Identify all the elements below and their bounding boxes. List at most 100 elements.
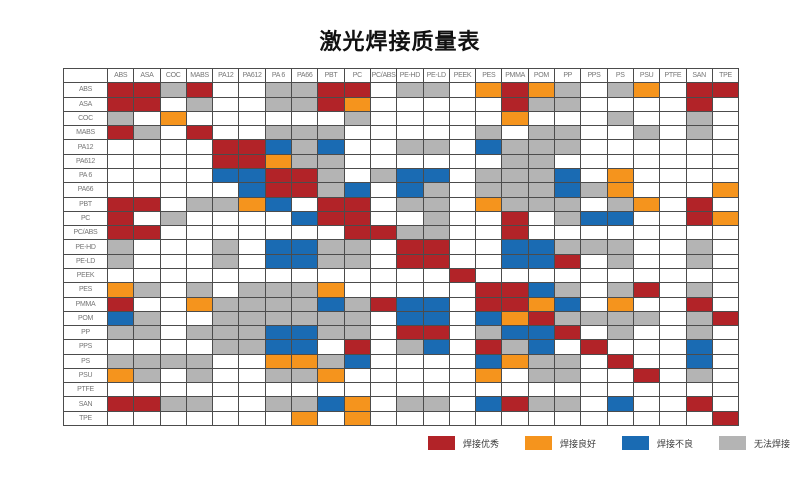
matrix-cell	[213, 154, 240, 169]
matrix-cell	[660, 126, 687, 141]
matrix-cell	[449, 368, 477, 384]
matrix-cell	[555, 226, 582, 241]
matrix-cell	[607, 197, 634, 212]
matrix-cell	[292, 311, 319, 327]
matrix-cell	[502, 97, 529, 112]
matrix-cell	[449, 126, 477, 141]
matrix-cell	[134, 326, 161, 341]
matrix-cell	[607, 254, 634, 269]
matrix-cell	[476, 154, 503, 169]
matrix-cell	[344, 283, 371, 298]
matrix-cell	[633, 240, 661, 255]
matrix-cell	[160, 83, 187, 98]
legend-label-good: 焊接良好	[560, 438, 597, 449]
matrix-cell	[108, 211, 135, 227]
matrix-cell	[397, 254, 424, 269]
matrix-cell	[423, 326, 450, 341]
matrix-cell	[344, 83, 371, 98]
matrix-cell	[423, 383, 450, 398]
matrix-cell	[318, 297, 345, 312]
matrix-cell	[555, 340, 582, 355]
matrix-cell	[712, 326, 740, 341]
matrix-cell	[186, 354, 214, 369]
matrix-cell	[370, 354, 398, 369]
matrix-cell	[660, 240, 687, 255]
matrix-cell	[476, 140, 503, 155]
matrix-cell	[292, 240, 319, 255]
matrix-cell	[449, 111, 477, 127]
matrix-cell	[134, 311, 161, 327]
matrix-cell	[660, 311, 687, 327]
matrix-cell	[423, 397, 450, 412]
matrix-cell	[370, 226, 398, 241]
matrix-cell	[265, 283, 293, 298]
matrix-cell	[397, 368, 424, 384]
matrix-cell	[633, 354, 661, 369]
matrix-cell	[265, 111, 293, 127]
matrix-cell	[476, 340, 503, 355]
matrix-cell	[160, 154, 187, 169]
matrix-cell	[292, 211, 319, 227]
matrix-cell	[134, 168, 161, 184]
matrix-cell	[265, 197, 293, 212]
matrix-cell	[633, 226, 661, 241]
matrix-cell	[686, 326, 713, 341]
matrix-cell	[213, 83, 240, 98]
matrix-cell	[423, 126, 450, 141]
matrix-cell	[712, 183, 740, 198]
matrix-cell	[213, 126, 240, 141]
matrix-cell	[555, 254, 582, 269]
matrix-cell	[712, 197, 740, 212]
matrix-cell	[370, 197, 398, 212]
matrix-cell	[660, 197, 687, 212]
matrix-cell	[318, 397, 345, 412]
matrix-cell	[423, 283, 450, 298]
matrix-cell	[239, 311, 266, 327]
matrix-cell	[502, 268, 529, 284]
matrix-cell	[607, 340, 634, 355]
matrix-cell	[370, 83, 398, 98]
matrix-cell	[370, 183, 398, 198]
matrix-cell	[555, 168, 582, 184]
matrix-cell	[292, 140, 319, 155]
matrix-cell	[292, 83, 319, 98]
matrix-cell	[660, 268, 687, 284]
matrix-cell	[160, 268, 187, 284]
matrix-cell	[108, 183, 135, 198]
col-header-MABS: MABS	[186, 69, 214, 84]
matrix-cell	[502, 140, 529, 155]
matrix-cell	[160, 297, 187, 312]
matrix-cell	[712, 154, 740, 169]
matrix-cell	[528, 283, 556, 298]
row-header-COC: COC	[64, 111, 108, 127]
matrix-cell	[686, 383, 713, 398]
matrix-cell	[476, 168, 503, 184]
matrix-cell	[581, 111, 608, 127]
matrix-cell	[633, 126, 661, 141]
matrix-cell	[502, 340, 529, 355]
matrix-cell	[186, 383, 214, 398]
col-header-PBT: PBT	[318, 69, 345, 84]
matrix-cell	[423, 368, 450, 384]
matrix-cell	[134, 183, 161, 198]
matrix-cell	[712, 240, 740, 255]
matrix-cell	[292, 197, 319, 212]
matrix-cell	[397, 111, 424, 127]
matrix-cell	[555, 240, 582, 255]
matrix-cell	[265, 397, 293, 412]
col-header-PMMA: PMMA	[502, 69, 529, 84]
matrix-cell	[528, 368, 556, 384]
matrix-cell	[555, 283, 582, 298]
matrix-cell	[607, 383, 634, 398]
matrix-cell	[370, 340, 398, 355]
matrix-cell	[318, 197, 345, 212]
matrix-cell	[633, 397, 661, 412]
matrix-cell	[660, 397, 687, 412]
matrix-cell	[239, 383, 266, 398]
legend-item-excellent: 焊接优秀	[428, 436, 499, 450]
page-title: 激光焊接质量表	[319, 29, 481, 54]
col-header-PA612: PA612	[239, 69, 266, 84]
matrix-cell	[502, 126, 529, 141]
matrix-cell	[449, 254, 477, 269]
matrix-cell	[476, 297, 503, 312]
